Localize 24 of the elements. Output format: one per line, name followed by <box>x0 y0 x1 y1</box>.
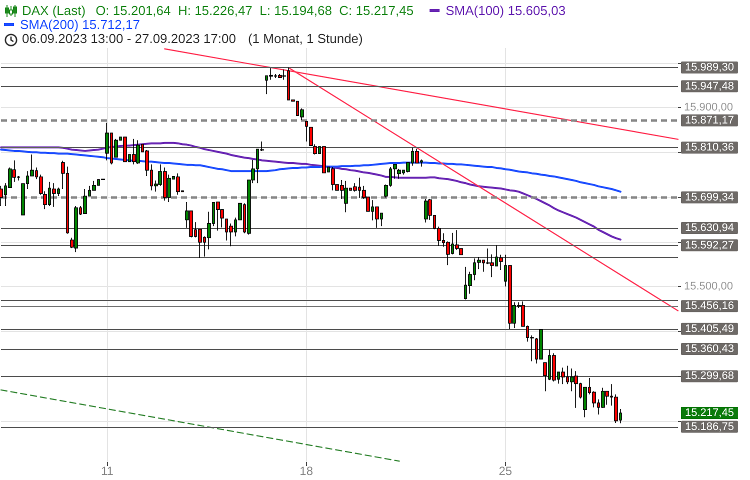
ref-line-label: 15.186,75 <box>685 420 734 433</box>
ref-line-label: 15.947,48 <box>685 80 734 92</box>
ref-line-label: 15.871,17 <box>685 114 734 126</box>
text: 15.217,45 <box>685 407 734 420</box>
ref-line-label: 15.405,49 <box>685 322 734 335</box>
legend-label: SMA(200) 15.712,17 <box>20 17 140 32</box>
ref-line-label: 15.592,27 <box>685 239 734 252</box>
ref-line-label: 15.630,94 <box>685 222 734 234</box>
ref-line-label: 15.810,36 <box>685 142 734 154</box>
chart-subtitle: O: 15.201,64 H: 15.226,47 L: 15.194,68 C: 15.217,45 <box>96 3 414 18</box>
ref-line-label: 15.699,34 <box>685 191 734 204</box>
legend-label: SMA(100) 15.605,03 <box>446 3 566 18</box>
chart-title: DAX (Last) <box>22 3 86 18</box>
x-tick-label: 25 <box>498 464 512 478</box>
x-tick-label: 11 <box>100 464 114 478</box>
text: 06.09.2023 13:00 - 27.09.2023 17:00 <box>22 31 236 46</box>
y-tick-label: 15.900,00 <box>684 102 733 114</box>
x-tick-label: 18 <box>300 464 314 478</box>
y-tick-label: 15.500,00 <box>684 280 733 293</box>
ref-line-label: 15.989,30 <box>685 62 734 74</box>
text: (1 Monat, 1 Stunde) <box>248 31 363 46</box>
ref-line-label: 15.299,68 <box>685 370 734 382</box>
ref-line-label: 15.456,16 <box>685 300 734 312</box>
ref-line-label: 15.360,43 <box>685 343 734 356</box>
